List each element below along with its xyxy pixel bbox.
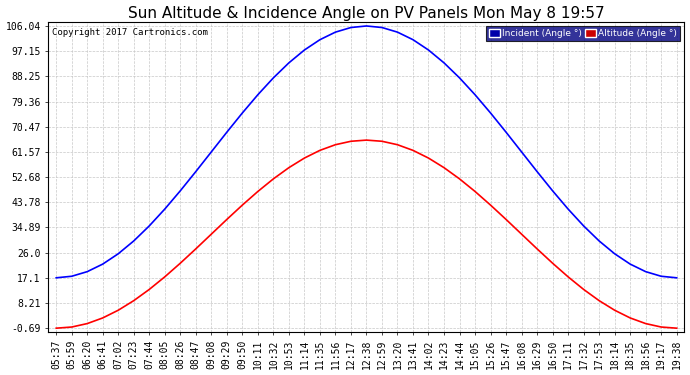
Legend: Incident (Angle °), Altitude (Angle °): Incident (Angle °), Altitude (Angle °) bbox=[486, 26, 680, 40]
Text: Copyright 2017 Cartronics.com: Copyright 2017 Cartronics.com bbox=[52, 28, 208, 37]
Title: Sun Altitude & Incidence Angle on PV Panels Mon May 8 19:57: Sun Altitude & Incidence Angle on PV Pan… bbox=[128, 6, 604, 21]
